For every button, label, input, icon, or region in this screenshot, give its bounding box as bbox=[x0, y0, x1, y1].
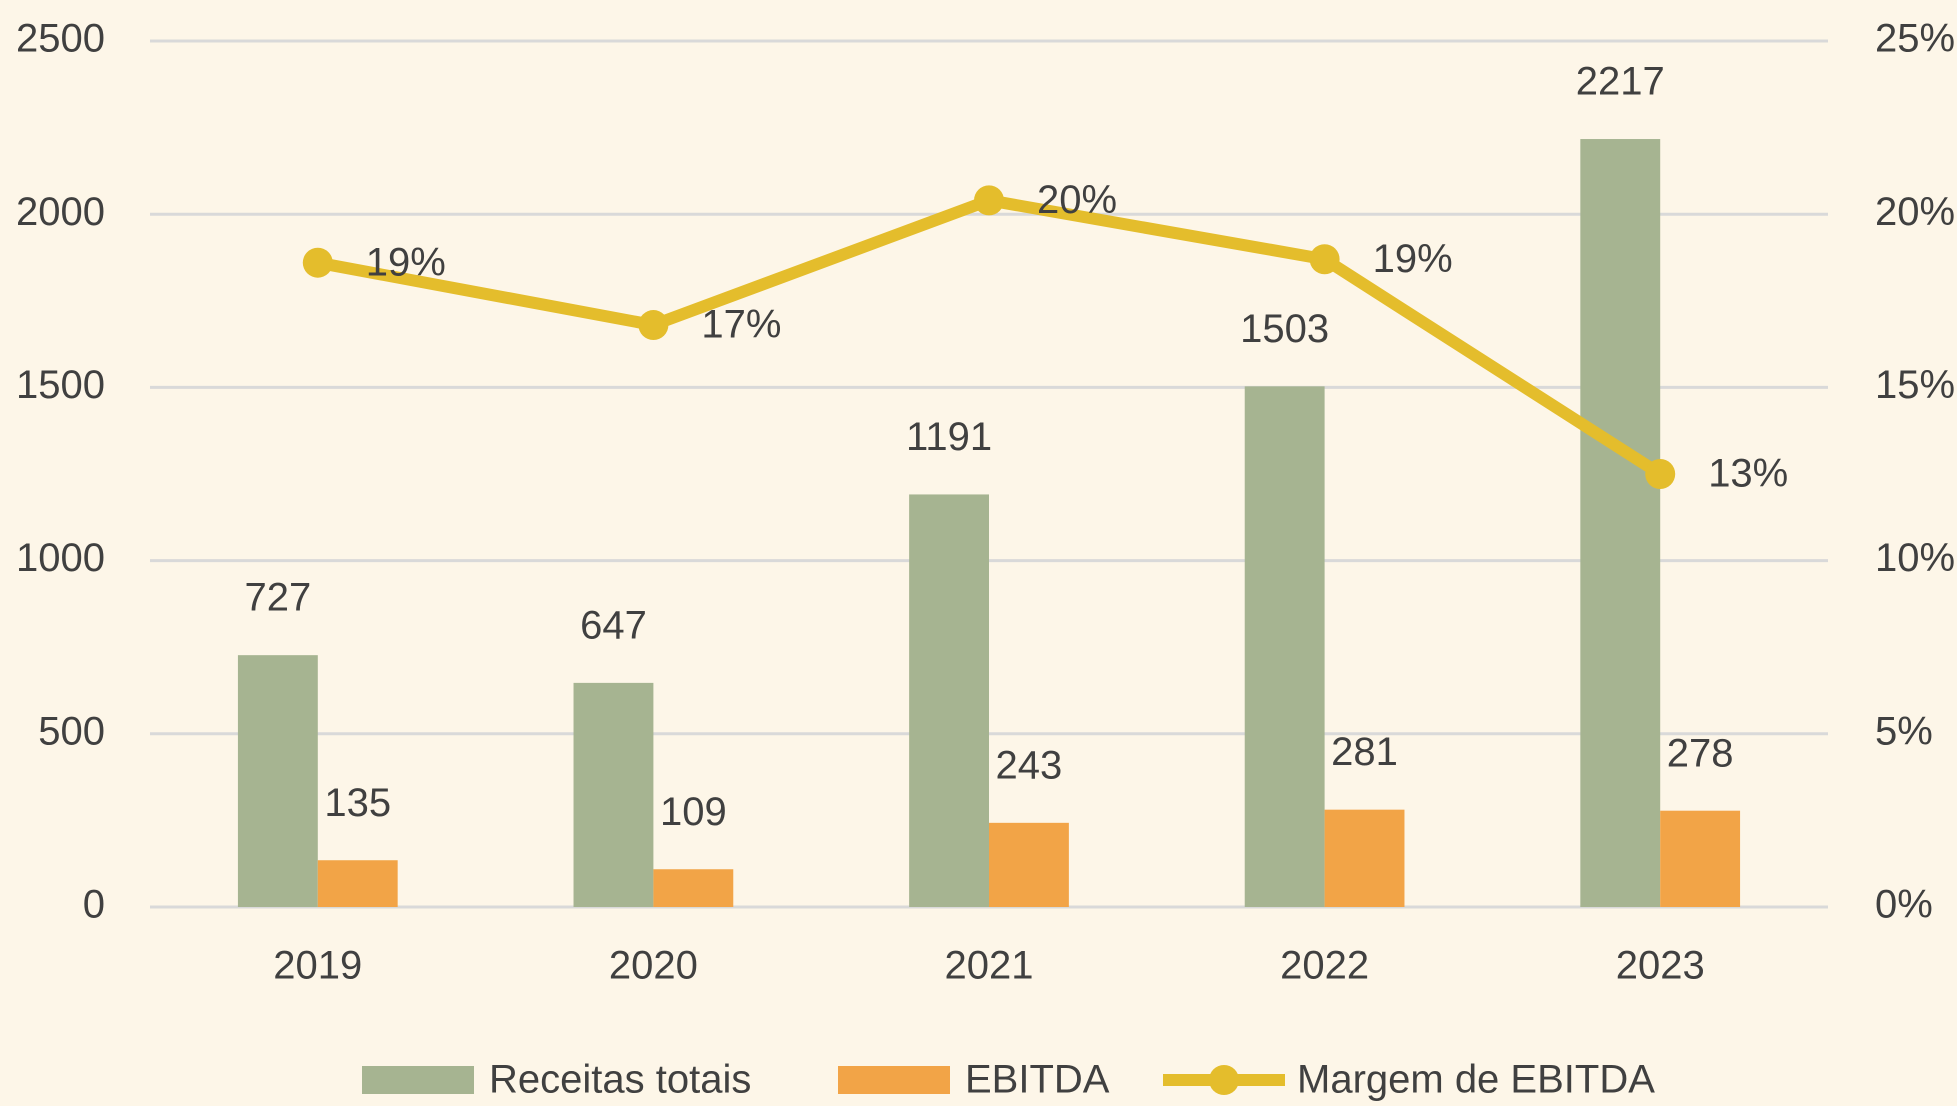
bar bbox=[1660, 810, 1741, 907]
line-marker bbox=[974, 185, 1004, 216]
data-label: 19% bbox=[1373, 237, 1453, 281]
data-label: 243 bbox=[996, 743, 1063, 787]
y2-tick-label: 20% bbox=[1875, 190, 1955, 234]
legend-swatch bbox=[362, 1066, 474, 1094]
y2-tick-label: 0% bbox=[1875, 883, 1933, 927]
x-tick-label: 2020 bbox=[609, 944, 698, 988]
legend-label: EBITDA bbox=[965, 1058, 1110, 1102]
x-tick-label: 2022 bbox=[1280, 944, 1369, 988]
y-tick-label: 500 bbox=[38, 709, 105, 753]
x-tick-label: 2023 bbox=[1616, 944, 1705, 988]
data-label: 2217 bbox=[1576, 60, 1665, 104]
data-label: 17% bbox=[701, 303, 781, 347]
y2-tick-label: 15% bbox=[1875, 363, 1955, 407]
line-marker bbox=[638, 310, 669, 341]
y2-tick-label: 10% bbox=[1875, 536, 1955, 580]
bar bbox=[909, 494, 989, 907]
data-label: 109 bbox=[660, 790, 727, 834]
legend-label: Receitas totais bbox=[489, 1058, 751, 1102]
line-marker bbox=[302, 247, 333, 278]
y-tick-label: 0 bbox=[83, 883, 105, 927]
bar bbox=[317, 860, 398, 907]
line-marker bbox=[1309, 244, 1340, 275]
y-tick-label: 1500 bbox=[16, 363, 105, 407]
bar bbox=[573, 682, 654, 907]
bar bbox=[989, 822, 1069, 907]
x-tick-label: 2021 bbox=[945, 944, 1034, 988]
y-tick-label: 2000 bbox=[16, 190, 105, 234]
bar bbox=[1244, 386, 1325, 907]
data-label: 13% bbox=[1708, 452, 1788, 496]
data-label: 135 bbox=[324, 781, 391, 825]
bar bbox=[653, 869, 734, 907]
y-tick-label: 1000 bbox=[16, 536, 105, 580]
data-label: 727 bbox=[244, 576, 311, 620]
data-label: 20% bbox=[1037, 178, 1117, 222]
bar bbox=[237, 655, 318, 907]
y2-tick-label: 25% bbox=[1875, 17, 1955, 61]
data-label: 281 bbox=[1331, 730, 1398, 774]
line-marker bbox=[1645, 459, 1676, 489]
y2-tick-label: 5% bbox=[1875, 709, 1933, 753]
data-label: 19% bbox=[366, 240, 446, 284]
y-tick-label: 2500 bbox=[16, 17, 105, 61]
data-label: 278 bbox=[1667, 731, 1734, 775]
bar bbox=[1324, 809, 1405, 907]
data-label: 1191 bbox=[906, 415, 992, 459]
legend-swatch bbox=[1209, 1065, 1239, 1095]
data-label: 1503 bbox=[1240, 307, 1329, 351]
bar bbox=[1580, 139, 1661, 908]
data-label: 647 bbox=[580, 603, 647, 647]
legend-swatch bbox=[838, 1066, 950, 1094]
x-tick-label: 2019 bbox=[273, 944, 362, 988]
legend-label: Margem de EBITDA bbox=[1297, 1058, 1655, 1102]
